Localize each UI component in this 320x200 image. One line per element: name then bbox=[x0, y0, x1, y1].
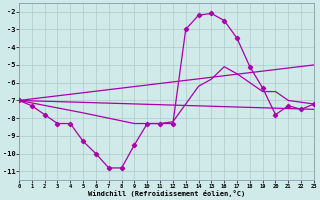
X-axis label: Windchill (Refroidissement éolien,°C): Windchill (Refroidissement éolien,°C) bbox=[88, 190, 245, 197]
